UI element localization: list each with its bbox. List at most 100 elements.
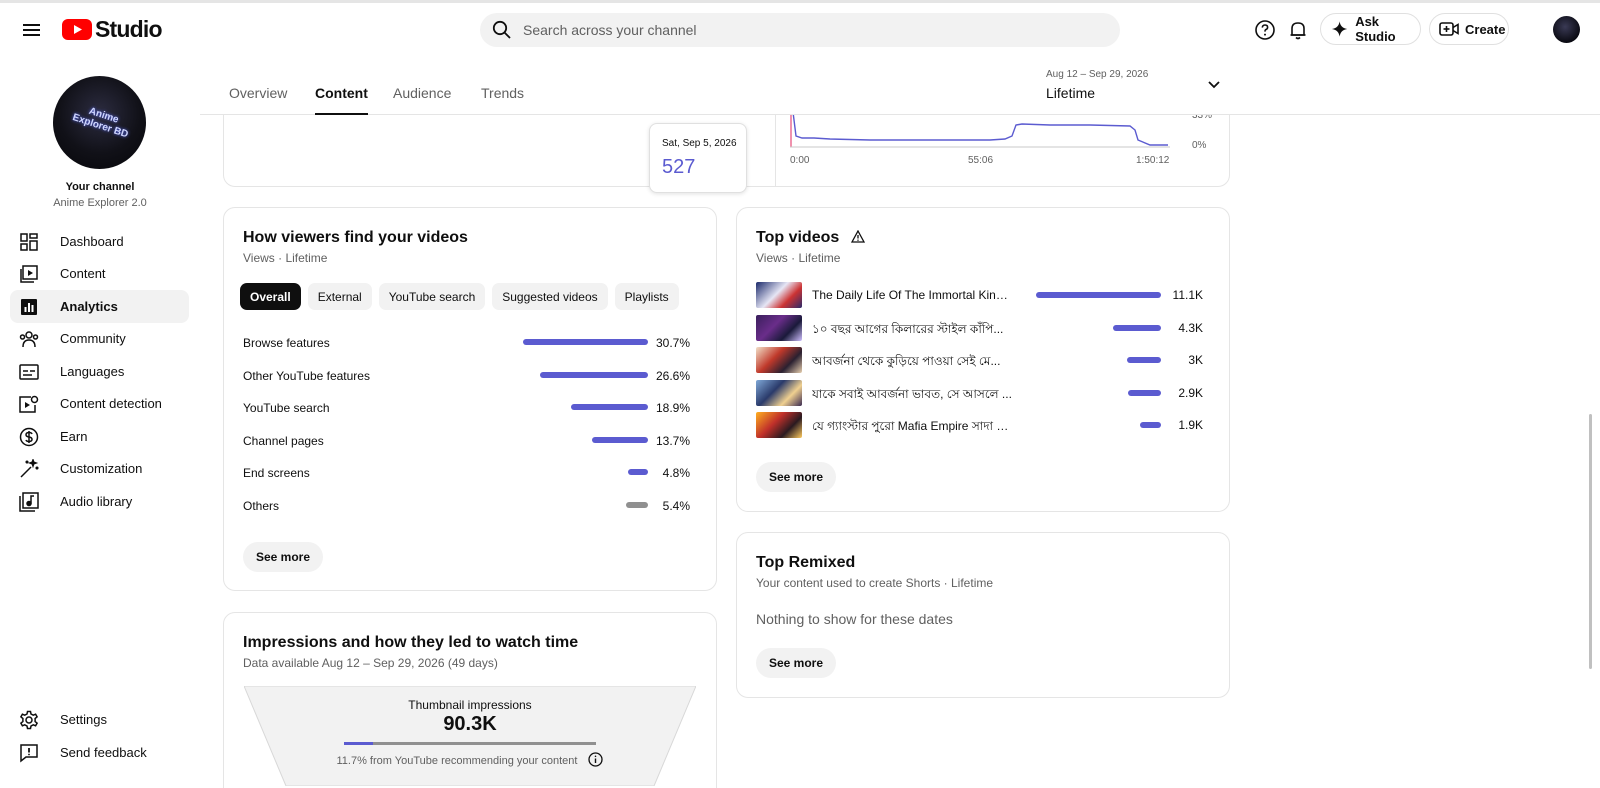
ask-studio-button[interactable]: Ask Studio <box>1320 13 1421 45</box>
chart-tooltip: Sat, Sep 5, 2026 527 <box>649 123 747 193</box>
sidebar-item-label: Earn <box>60 429 88 444</box>
video-views: 2.9K <box>1178 385 1203 400</box>
funnel-note: 11.7% from YouTube recommending your con… <box>244 752 696 767</box>
studio-logo[interactable]: Studio <box>62 16 163 42</box>
sidebar-item-label: Settings <box>60 712 107 727</box>
video-views: 4.3K <box>1178 320 1203 335</box>
traffic-source-row: YouTube search 18.9% <box>243 398 693 418</box>
top-video-row[interactable]: আবর্জনা থেকে কুড়িয়ে পাওয়া সেই মে... 3K <box>756 347 1206 375</box>
video-title[interactable]: যে গ্যাংস্টার পুরো Mafia Empire সাদা ক..… <box>812 419 1012 434</box>
app-header: Studio Ask Studio <box>0 3 1600 55</box>
search-bar[interactable] <box>480 13 1120 47</box>
content-detection-icon <box>19 394 39 414</box>
top-remixed-card: Top Remixed Your content used to create … <box>736 532 1230 698</box>
notifications-bell-icon[interactable] <box>1285 17 1311 43</box>
channel-title: Your channel <box>65 181 135 193</box>
warning-icon[interactable] <box>850 229 865 243</box>
sidebar-item-analytics[interactable]: Analytics <box>10 290 189 323</box>
date-range-picker[interactable]: Aug 12 – Sep 29, 2026 Lifetime <box>1046 69 1236 101</box>
top-video-row[interactable]: ১০ বছর আগের কিলারের স্টাইল কাঁপি... 4.3K <box>756 314 1206 343</box>
see-more-button[interactable]: See more <box>756 462 837 492</box>
traffic-source-value: 18.9% <box>655 401 690 416</box>
sidebar-item-content[interactable]: Content <box>10 257 189 290</box>
sidebar-item-label: Content <box>60 266 106 281</box>
tab-audience[interactable]: Audience <box>393 85 452 101</box>
sidebar-item-label: Customization <box>60 461 143 476</box>
chip-suggested-videos[interactable]: Suggested videos <box>492 283 608 310</box>
top-video-row[interactable]: যাকে সবাই আবর্জনা ভাবত, সে আসলে ... 2.9K <box>756 379 1206 408</box>
content-icon <box>19 264 39 284</box>
tab-content[interactable]: Content <box>315 85 368 115</box>
tab-trends[interactable]: Trends <box>481 85 525 101</box>
top-border <box>0 0 1600 3</box>
tooltip-value: 527 <box>662 156 696 178</box>
traffic-source-value: 5.4% <box>662 499 690 513</box>
card-title: Top videos <box>756 229 865 247</box>
video-thumbnail[interactable] <box>756 314 802 341</box>
video-thumbnail[interactable] <box>756 347 802 374</box>
video-title[interactable]: যাকে সবাই আবর্জনা ভাবত, সে আসলে ... <box>812 386 1012 401</box>
date-range-dates: Aug 12 – Sep 29, 2026 <box>1046 69 1149 80</box>
video-views-bar <box>1036 292 1161 298</box>
sidebar-item-community[interactable]: Community <box>10 322 189 355</box>
sidebar-item-label: Languages <box>60 364 125 379</box>
tab-overview[interactable]: Overview <box>229 85 288 101</box>
sidebar-item-earn[interactable]: Earn <box>10 420 189 453</box>
recommended-share-bar <box>344 742 596 745</box>
card-title: How viewers find your videos <box>243 229 468 246</box>
sidebar-item-dashboard[interactable]: Dashboard <box>10 225 189 258</box>
traffic-source-label: YouTube search <box>243 401 330 416</box>
channel-avatar[interactable]: Anime Explorer BD <box>53 76 146 169</box>
sidebar-item-languages[interactable]: Languages <box>10 355 189 388</box>
chip-overall[interactable]: Overall <box>240 283 301 310</box>
settings-icon <box>19 710 39 730</box>
page-scrollbar[interactable] <box>1589 414 1592 669</box>
search-input[interactable] <box>523 22 1083 38</box>
card-subtitle: Data available Aug 12 – Sep 29, 2026 (49… <box>243 656 498 670</box>
retention-line <box>792 111 1168 146</box>
traffic-source-bar <box>626 502 648 508</box>
video-views: 11.1K <box>1172 288 1203 302</box>
account-avatar[interactable] <box>1553 16 1580 43</box>
video-views-bar <box>1140 422 1161 429</box>
chevron-down-icon[interactable] <box>1206 77 1222 93</box>
funnel-note-text: 11.7% from YouTube recommending your con… <box>336 755 578 767</box>
sidebar-item-audio-library[interactable]: Audio library <box>10 485 189 518</box>
help-icon[interactable] <box>1252 17 1278 43</box>
sparkle-icon <box>1331 21 1348 37</box>
traffic-source-label: Others <box>243 499 280 513</box>
create-button[interactable]: Create <box>1429 13 1509 45</box>
sidebar-item-content-detection[interactable]: Content detection <box>10 387 189 420</box>
top-videos-card: Top videos Views · Lifetime The Daily Li… <box>736 207 1230 512</box>
funnel-label: Thumbnail impressions <box>408 698 532 712</box>
chip-youtube-search[interactable]: YouTube search <box>378 283 486 310</box>
chip-playlists[interactable]: Playlists <box>614 283 679 310</box>
sidebar-item-settings[interactable]: Settings <box>10 703 189 736</box>
see-more-button[interactable]: See more <box>243 542 324 572</box>
customization-icon <box>19 458 39 479</box>
sidebar-item-customization[interactable]: Customization <box>10 452 189 485</box>
top-video-row[interactable]: যে গ্যাংস্টার পুরো Mafia Empire সাদা ক..… <box>756 412 1206 440</box>
sidebar-item-send-feedback[interactable]: Send feedback <box>10 736 189 769</box>
video-title[interactable]: The Daily Life Of The Immortal King S... <box>812 288 1012 302</box>
traffic-source-bar <box>523 339 648 345</box>
video-title[interactable]: ১০ বছর আগের কিলারের স্টাইল কাঁপি... <box>812 321 1004 336</box>
menu-icon[interactable] <box>18 16 46 44</box>
sidebar-item-label: Community <box>60 331 126 346</box>
traffic-source-row: Other YouTube features 26.6% <box>243 366 693 386</box>
video-thumbnail[interactable] <box>756 379 802 406</box>
card-subtitle: Your content used to create Shorts · Lif… <box>756 576 994 590</box>
top-video-row[interactable]: The Daily Life Of The Immortal King S...… <box>756 282 1206 310</box>
video-views: 3K <box>1188 353 1203 368</box>
video-thumbnail[interactable] <box>756 412 802 439</box>
see-more-button[interactable]: See more <box>756 648 837 678</box>
traffic-source-row: Others 5.4% <box>243 496 693 516</box>
youtube-logo-icon <box>62 18 92 40</box>
video-thumbnail[interactable] <box>756 282 802 308</box>
sidebar: Anime Explorer BD Your channel Anime Exp… <box>0 55 200 788</box>
sidebar-item-label: Dashboard <box>60 234 124 249</box>
traffic-source-bar <box>628 469 648 476</box>
info-icon[interactable] <box>588 752 604 767</box>
chip-external[interactable]: External <box>307 283 372 310</box>
video-title[interactable]: আবর্জনা থেকে কুড়িয়ে পাওয়া সেই মে... <box>812 354 1001 369</box>
